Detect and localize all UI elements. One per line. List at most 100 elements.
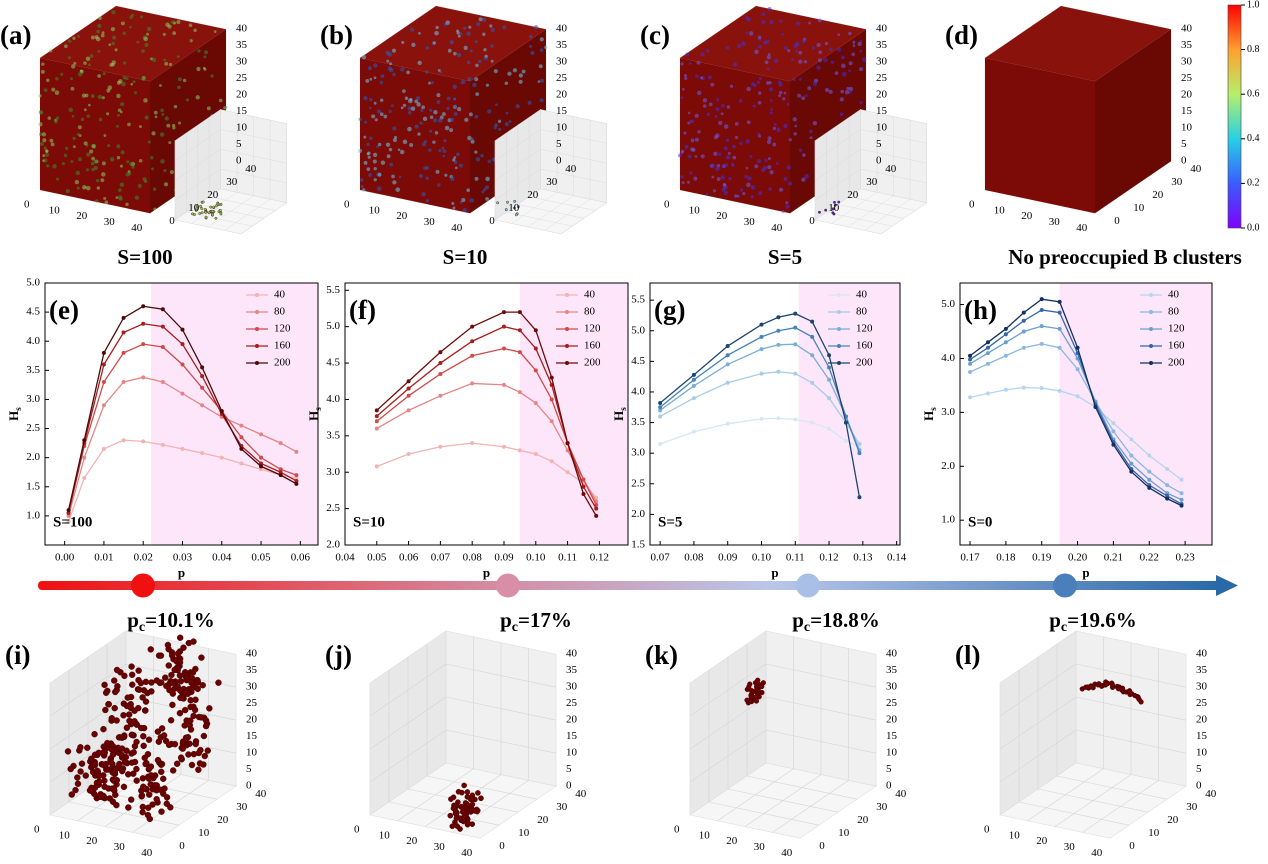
- surface-site: [39, 141, 44, 146]
- surface-site: [793, 43, 798, 48]
- pane-grid: [220, 149, 287, 164]
- pane-grid: [369, 663, 447, 717]
- legend-marker: [837, 327, 841, 331]
- legend-label: 80: [584, 306, 596, 318]
- threshold-symbol: p: [1049, 608, 1061, 632]
- surface-site: [776, 128, 781, 133]
- legend-label: 120: [1168, 323, 1185, 335]
- data-point: [200, 365, 205, 370]
- data-point: [549, 375, 554, 380]
- threshold-symbol: p: [792, 608, 804, 632]
- surface-site: [851, 52, 856, 57]
- cluster-site: [120, 783, 128, 791]
- z-tick-label: 0: [1181, 155, 1187, 167]
- cluster-site: [452, 808, 459, 814]
- cluster-site: [72, 786, 79, 794]
- data-point: [968, 353, 973, 358]
- y-tick-label: 20: [217, 814, 229, 826]
- cluster-site: [167, 717, 175, 724]
- x-axis-label: p: [771, 565, 778, 580]
- surface-site: [684, 76, 688, 80]
- data-point: [141, 342, 146, 347]
- data-point: [1179, 491, 1184, 496]
- z-tick-label: 5: [1196, 763, 1202, 775]
- surface-site: [402, 139, 408, 145]
- y-tick-label: 10: [518, 827, 530, 839]
- surface-site: [386, 59, 390, 63]
- surface-site: [149, 156, 154, 160]
- cluster-site: [475, 790, 481, 796]
- data-point: [121, 350, 126, 355]
- surface-site: [539, 37, 544, 42]
- data-point: [1129, 461, 1134, 466]
- surface-site: [446, 106, 450, 111]
- surface-site: [122, 75, 127, 80]
- y-tick-label: 2.5: [326, 502, 340, 514]
- data-point: [501, 310, 506, 315]
- surface-site: [119, 182, 125, 187]
- surface-site: [757, 35, 762, 40]
- surface-site: [483, 48, 487, 52]
- surface-site: [812, 81, 818, 86]
- surface-site: [402, 89, 406, 93]
- cluster-site: [128, 671, 136, 678]
- cluster-site: [158, 808, 165, 815]
- surface-site: [750, 185, 756, 190]
- data-point: [180, 446, 185, 451]
- x-tick-label: 30: [754, 841, 766, 853]
- data-point: [827, 353, 832, 358]
- surface-site: [716, 177, 721, 181]
- data-point: [406, 386, 411, 391]
- surface-site: [490, 59, 494, 63]
- surface-site: [725, 155, 731, 160]
- data-point: [1165, 483, 1170, 488]
- surface-site: [395, 187, 401, 192]
- y-tick-label: 10: [1148, 827, 1160, 839]
- cluster-site: [144, 811, 152, 819]
- surface-site: [77, 34, 80, 38]
- cluster-site: [192, 740, 199, 748]
- z-tick-label: 15: [236, 105, 248, 117]
- z-tick-label: 10: [246, 747, 258, 759]
- data-point: [1057, 310, 1062, 315]
- x-tick-label: 0.09: [718, 552, 738, 564]
- data-point: [501, 346, 506, 351]
- surface-site: [769, 19, 774, 25]
- data-point: [219, 455, 224, 460]
- x-tick-label: 30: [104, 216, 116, 228]
- z-tick-label: 40: [876, 23, 888, 35]
- surface-site: [377, 172, 382, 177]
- surface-site: [376, 109, 382, 114]
- surface-site: [385, 142, 391, 147]
- surface-site: [722, 164, 727, 169]
- data-point: [406, 393, 411, 398]
- surface-site: [86, 114, 91, 118]
- y-tick-label: 0: [819, 840, 825, 852]
- pane-grid: [765, 696, 877, 721]
- surface-site: [106, 88, 111, 93]
- data-point: [1003, 326, 1008, 331]
- z-tick-label: 0: [556, 155, 562, 167]
- surface-site: [121, 81, 126, 87]
- surface-site: [807, 86, 812, 91]
- surface-site: [462, 207, 467, 213]
- y-tick-label: 40: [245, 163, 257, 175]
- x-tick-label: 0.04: [335, 552, 355, 564]
- y-tick-label: 40: [255, 788, 267, 800]
- surface-site: [493, 69, 498, 74]
- pane-grid: [49, 663, 127, 717]
- surface-site: [848, 86, 854, 92]
- x-tick-label: 0.08: [684, 552, 704, 564]
- data-point: [843, 438, 848, 443]
- cluster-site: [834, 203, 837, 207]
- surface-site: [168, 141, 172, 145]
- data-point: [759, 347, 764, 352]
- surface-site: [761, 12, 766, 16]
- surface-site: [173, 104, 178, 109]
- surface-site: [97, 74, 102, 78]
- surface-site: [373, 167, 377, 171]
- data-point: [160, 442, 165, 447]
- z-tick-label: 0: [246, 780, 252, 792]
- x-tick-label: 0: [24, 199, 30, 211]
- surface-site: [859, 39, 863, 43]
